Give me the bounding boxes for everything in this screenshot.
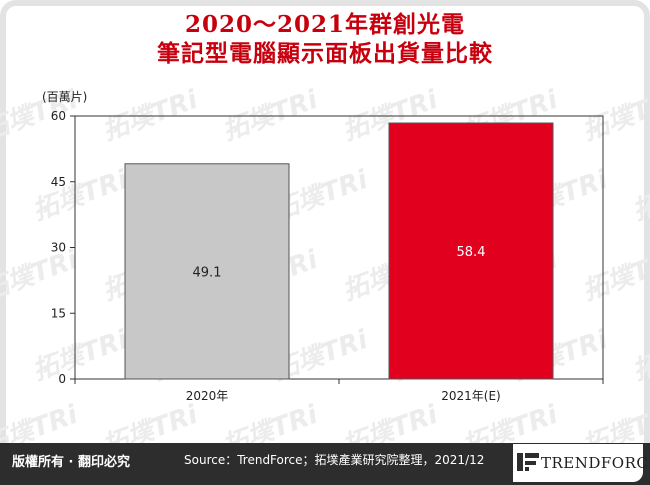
trendforce-logo-text: TRENDFORCE <box>541 454 650 472</box>
x-tick-label: 2020年 <box>186 389 229 403</box>
source-text: Source：TrendForce；拓墣產業研究院整理，2021/12 <box>184 453 485 467</box>
y-tick-label: 0 <box>58 372 66 386</box>
bar-2020 <box>124 163 290 380</box>
copyright-text: 版權所有 · 翻印必究 <box>12 455 130 470</box>
bar-value-label: 58.4 <box>457 245 486 260</box>
chart-title-line-2: 筆記型電腦顯示面板出貨量比較 <box>157 40 493 67</box>
x-tick-label: 2021年(E) <box>441 389 501 403</box>
chart-title: 2020～2021年群創光電 筆記型電腦顯示面板出貨量比較 <box>0 10 650 68</box>
trendforce-logo: TRENDFORCE <box>513 444 650 482</box>
y-tick-label: 45 <box>51 175 66 189</box>
y-axis-unit-label: (百萬片) <box>42 90 87 104</box>
y-tick-label: 30 <box>51 241 66 255</box>
y-tick-label: 15 <box>51 306 66 320</box>
bar-value-label: 49.1 <box>193 265 222 280</box>
chart-title-line-1: 2020～2021年群創光電 <box>184 11 466 38</box>
bar-chart: 0 15 30 45 60 (百萬片) 49.1 2020年 58.4 2021年(E) <box>42 90 604 403</box>
y-tick-label: 60 <box>51 109 66 123</box>
trendforce-logo-icon <box>517 453 539 471</box>
bar-2021 <box>388 122 554 380</box>
